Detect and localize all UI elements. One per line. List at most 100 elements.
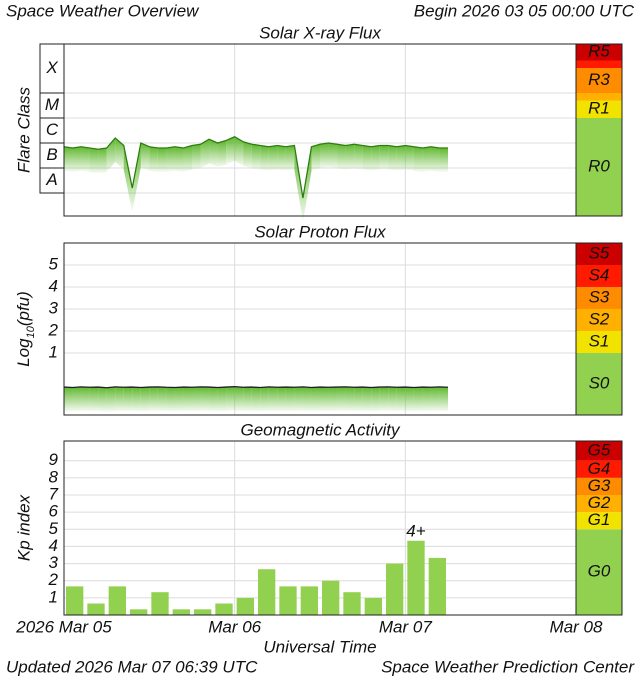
- y-axis-label-part: Log: [14, 338, 33, 367]
- bar: [343, 592, 361, 615]
- y-tick-label: 4: [49, 276, 58, 295]
- scale-band: [576, 460, 622, 478]
- area-shade: [294, 386, 303, 412]
- flare-class-box: [39, 43, 65, 94]
- area-shade: [260, 386, 269, 412]
- area-shade: [430, 386, 440, 412]
- area-shade: [260, 145, 269, 171]
- scale-band: [576, 264, 622, 287]
- area-shade: [209, 139, 218, 167]
- area-shade: [98, 387, 107, 412]
- plot-area: [64, 441, 622, 615]
- area-shade: [115, 386, 124, 412]
- y-tick-label: 2: [48, 570, 59, 589]
- panel-border: [63, 43, 623, 217]
- bar: [87, 603, 105, 615]
- area-shade: [251, 387, 261, 412]
- area-shade: [140, 143, 150, 171]
- bar: [386, 563, 404, 615]
- footer-source: Space Weather Prediction Center: [381, 657, 635, 676]
- scale-band: [576, 477, 622, 495]
- area-shade: [166, 146, 175, 172]
- bar: [407, 540, 425, 615]
- bar: [428, 557, 446, 615]
- area-shade: [192, 386, 201, 412]
- area-shade: [413, 146, 423, 172]
- y-axis-label-part: (pfu): [14, 291, 33, 326]
- flare-class-box: [39, 117, 65, 144]
- area-shade: [140, 387, 150, 412]
- bar: [130, 609, 148, 615]
- area-shade: [217, 387, 227, 412]
- area-shade: [285, 387, 295, 412]
- area-shade: [243, 387, 252, 412]
- bar: [151, 592, 169, 615]
- area-shade: [379, 386, 389, 412]
- area-shade: [302, 146, 312, 222]
- area-shade: [149, 386, 158, 412]
- flare-class-label: M: [45, 95, 60, 114]
- area-shade: [277, 387, 286, 412]
- area-shade: [115, 138, 124, 170]
- scale-label: S1: [589, 331, 610, 350]
- area-shade: [149, 146, 158, 172]
- area-shade: [277, 145, 286, 171]
- area-shade: [405, 387, 414, 412]
- scale-label: G3: [588, 476, 611, 495]
- bar: [300, 586, 318, 615]
- flare-class-label: A: [45, 170, 57, 189]
- area-shade: [183, 145, 192, 172]
- scale-label: S3: [589, 287, 610, 306]
- area-shade: [320, 143, 329, 169]
- area-shade: [320, 387, 329, 412]
- area-shade: [422, 146, 431, 172]
- area-shade: [157, 148, 167, 172]
- area-shade: [439, 148, 448, 172]
- y-tick-label: 5: [49, 254, 59, 273]
- area-shade: [388, 386, 397, 412]
- area-shade: [268, 386, 278, 412]
- scale-band: [576, 308, 622, 331]
- area-shade: [311, 144, 320, 171]
- area-shade: [183, 387, 192, 412]
- scale-label: S4: [589, 265, 610, 284]
- area-shade: [396, 145, 406, 171]
- scale-label: R5: [588, 42, 610, 61]
- scale-band: [576, 118, 622, 216]
- x-axis-label: Universal Time: [263, 637, 376, 656]
- area-shade: [251, 144, 261, 170]
- flare-class-label: X: [45, 58, 58, 77]
- bar: [172, 609, 190, 615]
- area-shade: [123, 387, 133, 412]
- bar: [279, 586, 297, 615]
- area-shade: [200, 386, 210, 412]
- area-shade: [72, 386, 82, 412]
- area-shade: [217, 140, 227, 167]
- area-shade: [98, 148, 107, 174]
- bar: [322, 580, 340, 615]
- scale-band: [576, 44, 622, 61]
- scale-band: [576, 330, 622, 353]
- area-shade: [200, 139, 210, 169]
- area-shade: [226, 136, 235, 165]
- area-shade: [89, 148, 99, 174]
- y-tick-label: 4: [49, 536, 58, 555]
- scale-label: S0: [589, 373, 610, 392]
- y-axis-label-part: 10: [25, 325, 37, 338]
- area-shade: [388, 145, 397, 171]
- scale-band: [576, 243, 622, 265]
- x-tick-label: Mar 06: [208, 617, 261, 636]
- scale-band: [576, 60, 622, 68]
- area-shade: [209, 387, 218, 412]
- y-tick-label: 1: [49, 342, 58, 361]
- scale-label: G4: [588, 459, 611, 478]
- area-shade: [81, 146, 90, 172]
- area-shade: [174, 146, 184, 172]
- scale-band: [576, 352, 622, 415]
- area-shade: [328, 387, 338, 412]
- bar: [236, 597, 254, 615]
- area-shade: [371, 387, 380, 412]
- area-shade: [174, 387, 184, 412]
- area-shade: [379, 145, 389, 170]
- area-shade: [234, 386, 244, 412]
